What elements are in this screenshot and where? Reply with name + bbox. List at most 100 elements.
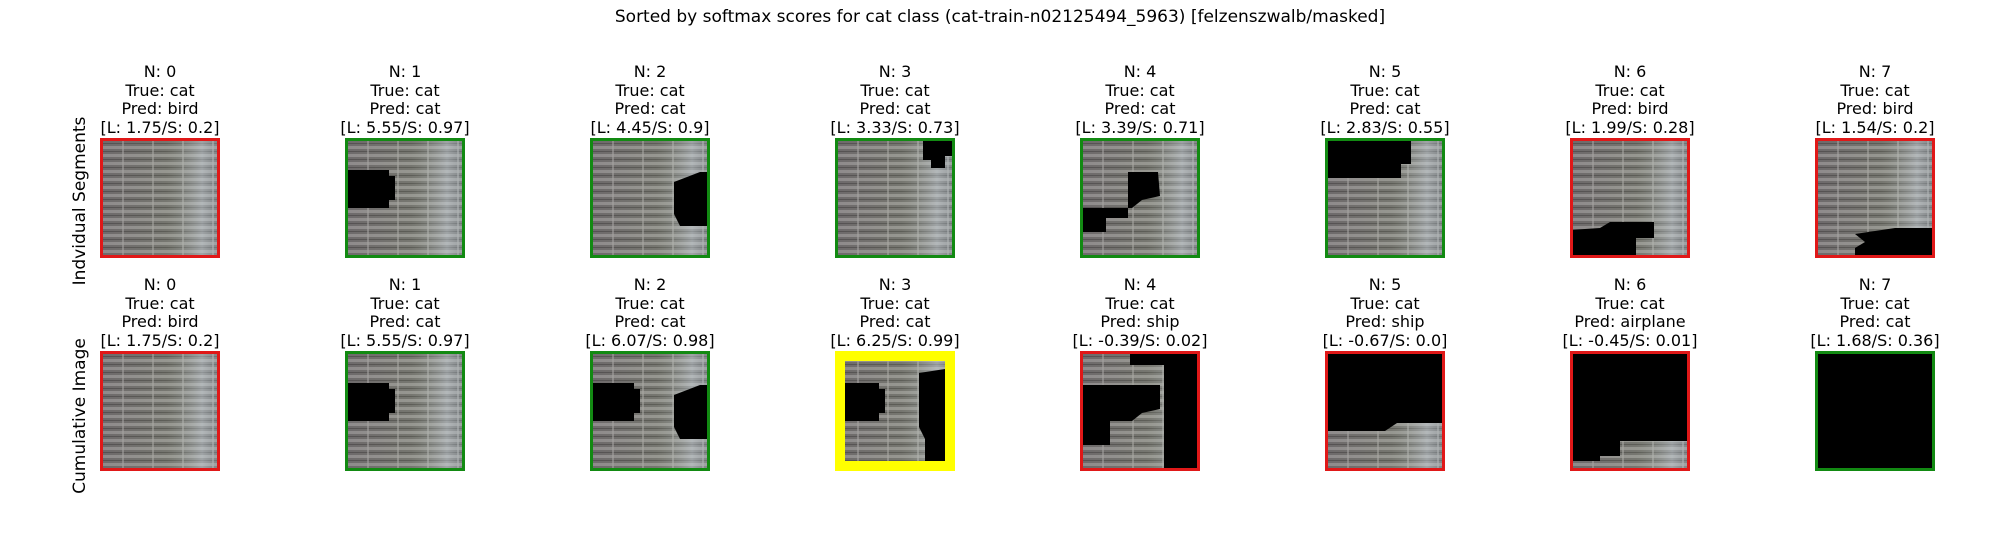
panel-thumbnail bbox=[345, 138, 465, 258]
panel-true-label: True: cat bbox=[1840, 293, 1910, 313]
prediction-border bbox=[1570, 138, 1690, 258]
segment-mask bbox=[674, 172, 710, 226]
image-tint bbox=[100, 138, 220, 258]
panel-pred-label: Pred: bird bbox=[1836, 99, 1914, 118]
masked-image bbox=[100, 138, 220, 258]
prediction-border bbox=[100, 138, 220, 258]
panel-thumbnail bbox=[1570, 351, 1690, 471]
panel-index-label: N: 3 bbox=[878, 62, 912, 81]
panel-scores-label: [L: 6.25/S: 0.99] bbox=[830, 330, 960, 350]
panel-true-label: True: cat bbox=[370, 293, 440, 313]
masked-image bbox=[1570, 351, 1690, 471]
panel-row0-n2: N: 2 True: cat Pred: cat [L: 4.45/S: 0.9] bbox=[530, 62, 770, 258]
segment-mask bbox=[345, 170, 395, 208]
segment-mask bbox=[1164, 351, 1200, 471]
panel-row1-n0: N: 0 True: cat Pred: bird [L: 1.75/S: 0.2] bbox=[40, 275, 280, 471]
panel-scores-label: [L: 1.99/S: 0.28] bbox=[1565, 117, 1695, 137]
panel-index-label: N: 3 bbox=[878, 275, 912, 294]
panel-index-label: N: 6 bbox=[1613, 62, 1647, 81]
panel-true-label: True: cat bbox=[1350, 293, 1420, 313]
panel-true-label: True: cat bbox=[615, 293, 685, 313]
segment-mask bbox=[1570, 222, 1654, 258]
panel-true-label: True: cat bbox=[860, 80, 930, 100]
panel-true-label: True: cat bbox=[1105, 80, 1175, 100]
prediction-border bbox=[100, 351, 220, 471]
panel-true-label: True: cat bbox=[1350, 80, 1420, 100]
segment-mask bbox=[1815, 351, 1935, 471]
prediction-border bbox=[1815, 351, 1935, 471]
panel-thumbnail bbox=[835, 351, 955, 471]
panel-row1-n4: N: 4 True: cat Pred: ship [L: -0.39/S: 0.02… bbox=[1020, 275, 1260, 471]
panel-true-label: True: cat bbox=[1840, 80, 1910, 100]
panel-row0-n6: N: 6 True: cat Pred: bird [L: 1.99/S: 0.28] bbox=[1510, 62, 1750, 258]
masked-image bbox=[345, 351, 465, 471]
prediction-border bbox=[345, 138, 465, 258]
panel-scores-label: [L: 1.75/S: 0.2] bbox=[100, 330, 220, 350]
segment-mask bbox=[674, 385, 710, 439]
panel-index-label: N: 2 bbox=[633, 275, 667, 294]
panel-thumbnail bbox=[1570, 138, 1690, 258]
panel-thumbnail bbox=[590, 351, 710, 471]
panel-row0-n0: N: 0 True: cat Pred: bird [L: 1.75/S: 0.2] bbox=[40, 62, 280, 258]
prediction-border bbox=[1080, 351, 1200, 471]
panel-row1-n1: N: 1 True: cat Pred: cat [L: 5.55/S: 0.97] bbox=[285, 275, 525, 471]
panel-true-label: True: cat bbox=[860, 293, 930, 313]
panel-true-label: True: cat bbox=[1595, 80, 1665, 100]
panel-row1-n3: N: 3 True: cat Pred: cat [L: 6.25/S: 0.99] bbox=[775, 275, 1015, 471]
prediction-border bbox=[1325, 138, 1445, 258]
prediction-border bbox=[1325, 351, 1445, 471]
panel-scores-label: [L: 5.55/S: 0.97] bbox=[340, 330, 470, 350]
segment-mask bbox=[590, 383, 640, 421]
panel-pred-label: Pred: ship bbox=[1345, 312, 1425, 331]
panel-index-label: N: 4 bbox=[1123, 275, 1157, 294]
panel-row1-n2: N: 2 True: cat Pred: cat [L: 6.07/S: 0.98] bbox=[530, 275, 770, 471]
panel-row1-n5: N: 5 True: cat Pred: ship [L: -0.67/S: 0.0] bbox=[1265, 275, 1505, 471]
panel-index-label: N: 5 bbox=[1368, 275, 1402, 294]
segment-mask bbox=[1570, 351, 1690, 461]
panel-true-label: True: cat bbox=[125, 80, 195, 100]
image-tint bbox=[100, 351, 220, 471]
masked-image bbox=[100, 351, 220, 471]
panel-pred-label: Pred: cat bbox=[369, 312, 441, 331]
segment-mask bbox=[1325, 351, 1445, 431]
panel-pred-label: Pred: bird bbox=[1591, 99, 1669, 118]
figure-title: Sorted by softmax scores for cat class (… bbox=[614, 7, 1386, 27]
panel-row0-n3: N: 3 True: cat Pred: cat [L: 3.33/S: 0.73] bbox=[775, 62, 1015, 258]
panel-thumbnail bbox=[1325, 351, 1445, 471]
panel-pred-label: Pred: cat bbox=[1839, 312, 1911, 331]
masked-image bbox=[1080, 138, 1200, 258]
masked-image bbox=[1815, 138, 1935, 258]
prediction-border bbox=[835, 351, 955, 471]
panel-thumbnail bbox=[1815, 138, 1935, 258]
panel-scores-label: [L: 4.45/S: 0.9] bbox=[590, 117, 710, 137]
panel-pred-label: Pred: ship bbox=[1100, 312, 1180, 331]
panel-row1-n6: N: 6 True: cat Pred: airplane [L: -0.45/S: … bbox=[1510, 275, 1750, 471]
panel-thumbnail bbox=[1325, 138, 1445, 258]
panel-index-label: N: 5 bbox=[1368, 62, 1402, 81]
panel-index-label: N: 0 bbox=[143, 275, 177, 294]
panel-pred-label: Pred: bird bbox=[121, 312, 199, 331]
panel-pred-label: Pred: cat bbox=[614, 99, 686, 118]
prediction-border bbox=[1080, 138, 1200, 258]
panel-index-label: N: 4 bbox=[1123, 62, 1157, 81]
segment-mask bbox=[923, 138, 955, 168]
masked-image bbox=[835, 351, 955, 471]
segment-mask bbox=[835, 383, 885, 421]
panel-pred-label: Pred: cat bbox=[1349, 99, 1421, 118]
panel-true-label: True: cat bbox=[125, 293, 195, 313]
panel-true-label: True: cat bbox=[370, 80, 440, 100]
panel-thumbnail bbox=[345, 351, 465, 471]
segment-mask bbox=[345, 383, 395, 421]
panel-thumbnail bbox=[835, 138, 955, 258]
panel-thumbnail bbox=[1080, 138, 1200, 258]
panel-index-label: N: 1 bbox=[388, 275, 422, 294]
panel-true-label: True: cat bbox=[615, 80, 685, 100]
prediction-border bbox=[590, 138, 710, 258]
panel-pred-label: Pred: cat bbox=[1104, 99, 1176, 118]
panel-thumbnail bbox=[100, 138, 220, 258]
panel-scores-label: [L: -0.67/S: 0.0] bbox=[1322, 330, 1448, 350]
masked-image bbox=[1080, 351, 1200, 471]
panel-thumbnail bbox=[1815, 351, 1935, 471]
panel-scores-label: [L: 1.75/S: 0.2] bbox=[100, 117, 220, 137]
panel-true-label: True: cat bbox=[1105, 293, 1175, 313]
